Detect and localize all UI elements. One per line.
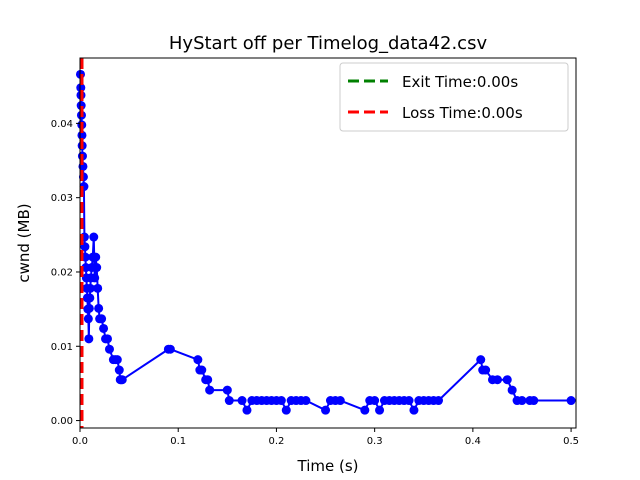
data-point	[97, 314, 107, 324]
x-tick-label: 0.0	[72, 436, 88, 447]
x-tick-label: 0.4	[465, 436, 481, 447]
data-point	[276, 396, 286, 406]
data-point	[103, 334, 112, 344]
legend-box	[339, 62, 569, 132]
data-point	[434, 396, 443, 406]
data-point	[517, 396, 527, 406]
data-point	[93, 283, 103, 293]
plot-area	[75, 58, 576, 428]
data-point	[507, 385, 517, 395]
legend: Exit Time:0.00s Loss Time:0.00s	[339, 62, 569, 132]
data-point	[321, 405, 331, 415]
legend-label-loss-time: Loss Time:0.00s	[402, 104, 523, 122]
y-axis-label: cwnd (MB)	[15, 203, 33, 282]
axes-frame	[79, 57, 577, 429]
data-point	[566, 396, 576, 406]
data-point	[360, 405, 370, 415]
data-point	[85, 293, 95, 303]
data-point	[281, 405, 291, 415]
data-point	[476, 355, 486, 365]
x-tick-label: 0.5	[563, 436, 579, 447]
x-axis-label: Time (s)	[297, 457, 359, 475]
data-point	[492, 375, 502, 385]
data-point	[502, 375, 512, 385]
data-point	[91, 252, 101, 262]
data-point	[242, 405, 252, 415]
data-point	[335, 396, 345, 406]
data-point	[114, 365, 124, 375]
y-tick-label: 0.02	[51, 267, 73, 278]
data-point	[481, 365, 491, 375]
data-point	[89, 232, 99, 242]
y-tick-label: 0.04	[51, 119, 73, 130]
data-point	[83, 314, 93, 324]
data-point	[222, 385, 232, 395]
data-point	[85, 283, 95, 293]
y-tick-label: 0.01	[51, 342, 73, 353]
y-tick-label: 0.03	[51, 193, 73, 204]
data-point	[529, 396, 539, 406]
axis-ticks: 0.0 0.1 0.2 0.3 0.4 0.5 0.00 0.01 0.02 0.03 0.04	[51, 119, 579, 447]
data-point	[375, 405, 385, 415]
x-tick-label: 0.2	[268, 436, 284, 447]
data-point	[409, 405, 419, 415]
data-point	[404, 396, 414, 406]
data-point	[112, 355, 122, 365]
data-point	[84, 303, 94, 313]
data-point	[90, 273, 100, 283]
data-point	[76, 83, 86, 93]
data-point	[370, 396, 380, 406]
data-point	[301, 396, 311, 406]
data-point	[84, 334, 94, 344]
data-point	[237, 396, 247, 406]
x-tick-label: 0.3	[367, 436, 383, 447]
data-point	[205, 385, 215, 395]
data-point	[92, 263, 102, 273]
data-point	[165, 344, 175, 354]
data-point	[104, 344, 114, 354]
data-point	[117, 375, 127, 385]
y-tick-label: 0.00	[51, 416, 73, 427]
x-tick-label: 0.1	[170, 436, 186, 447]
data-point	[94, 303, 104, 313]
data-point	[99, 323, 109, 333]
data-point	[197, 365, 207, 375]
data-point	[203, 375, 213, 385]
legend-label-exit-time: Exit Time:0.00s	[402, 73, 518, 91]
chart-title: HyStart off per Timelog_data42.csv	[169, 33, 488, 54]
data-point	[193, 355, 203, 365]
data-point	[224, 396, 234, 406]
